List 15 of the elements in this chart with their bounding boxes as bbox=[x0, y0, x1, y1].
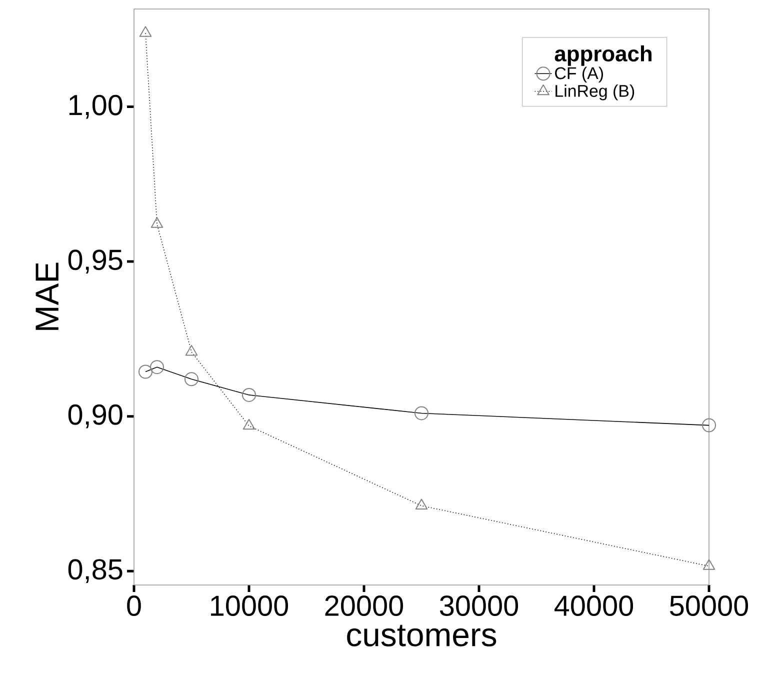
x-tick-label: 40000 bbox=[554, 596, 634, 616]
x-tick-label: 10000 bbox=[211, 596, 288, 616]
x-tick-label: 50000 bbox=[670, 596, 748, 616]
x-tick-label: 0 bbox=[127, 596, 141, 616]
y-tick-label: 0,85 bbox=[68, 559, 122, 584]
legend-label: LinReg (B) bbox=[556, 84, 634, 100]
x-tick-label: 30000 bbox=[440, 596, 518, 616]
y-tick-label: 0,95 bbox=[68, 250, 122, 274]
y-tick-label: 1,00 bbox=[69, 94, 122, 119]
y-axis-title: MAE bbox=[36, 262, 58, 330]
legend-label: CF (A) bbox=[555, 66, 603, 83]
y-tick-label: 0,90 bbox=[68, 404, 122, 428]
legend-title: approach bbox=[554, 45, 652, 66]
x-tick-label: 20000 bbox=[325, 596, 404, 616]
x-axis-title: customers bbox=[347, 624, 496, 646]
